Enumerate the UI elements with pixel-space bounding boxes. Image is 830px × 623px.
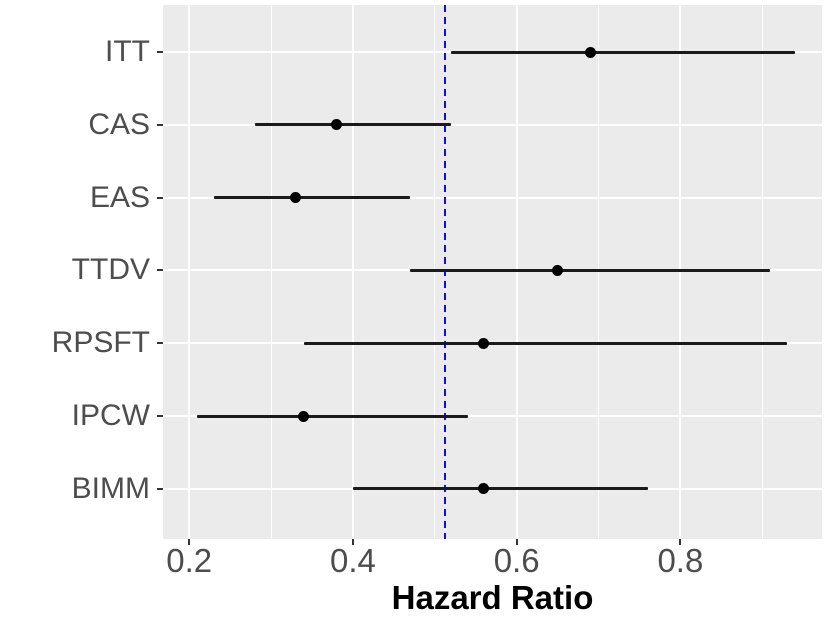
point-estimate-eas <box>290 192 302 204</box>
y-axis-tick <box>157 415 163 418</box>
x-axis-tick <box>679 539 682 545</box>
point-estimate-bimm <box>478 483 490 495</box>
point-estimate-ipcw <box>298 410 310 422</box>
x-minor-gridline <box>598 5 599 539</box>
x-axis-tick-label: 0.4 <box>329 542 376 579</box>
ci-errorbar-ipcw <box>197 414 468 418</box>
y-axis-label-eas: EAS <box>89 180 150 214</box>
x-axis-tick-label: 0.2 <box>166 542 213 579</box>
point-estimate-cas <box>331 119 343 131</box>
y-major-gridline <box>163 415 822 418</box>
plot-panel <box>163 5 822 539</box>
y-major-gridline <box>163 123 822 126</box>
point-estimate-ttdv <box>552 264 564 276</box>
y-axis-tick <box>157 196 163 199</box>
point-estimate-itt <box>584 46 596 58</box>
y-axis-label-ttdv: TTDV <box>71 253 150 287</box>
y-axis-label-cas: CAS <box>88 107 150 141</box>
y-axis-label-itt: ITT <box>105 35 150 68</box>
x-axis-title: Hazard Ratio <box>391 579 594 616</box>
x-major-gridline <box>188 5 191 539</box>
x-axis-tick <box>188 539 191 545</box>
y-axis-label-ipcw: IPCW <box>71 399 150 433</box>
y-axis-tick <box>157 487 163 490</box>
x-axis-tick-label: 0.6 <box>493 542 540 579</box>
point-estimate-rpsft <box>478 337 490 349</box>
ci-errorbar-cas <box>254 123 452 127</box>
y-axis-tick <box>157 269 163 272</box>
y-axis-label-rpsft: RPSFT <box>51 326 150 360</box>
y-major-gridline <box>163 196 822 199</box>
x-axis-tick <box>351 539 354 545</box>
ci-errorbar-rpsft <box>303 341 787 345</box>
y-axis-tick <box>157 123 163 126</box>
x-axis-tick-label: 0.8 <box>657 542 704 579</box>
y-axis-tick <box>157 342 163 345</box>
x-axis-tick <box>515 539 518 545</box>
ci-errorbar-ttdv <box>410 268 771 272</box>
reference-line <box>444 5 447 539</box>
y-axis-tick <box>157 51 163 53</box>
x-minor-gridline <box>761 5 763 539</box>
x-major-gridline <box>679 5 682 539</box>
x-major-gridline <box>351 5 354 539</box>
x-minor-gridline <box>270 5 272 539</box>
x-minor-gridline <box>434 5 436 539</box>
ci-errorbar-itt <box>451 50 795 54</box>
y-axis-label-bimm: BIMM <box>71 471 150 505</box>
x-major-gridline <box>515 5 518 539</box>
ci-errorbar-bimm <box>352 487 648 491</box>
ci-errorbar-eas <box>213 196 411 200</box>
